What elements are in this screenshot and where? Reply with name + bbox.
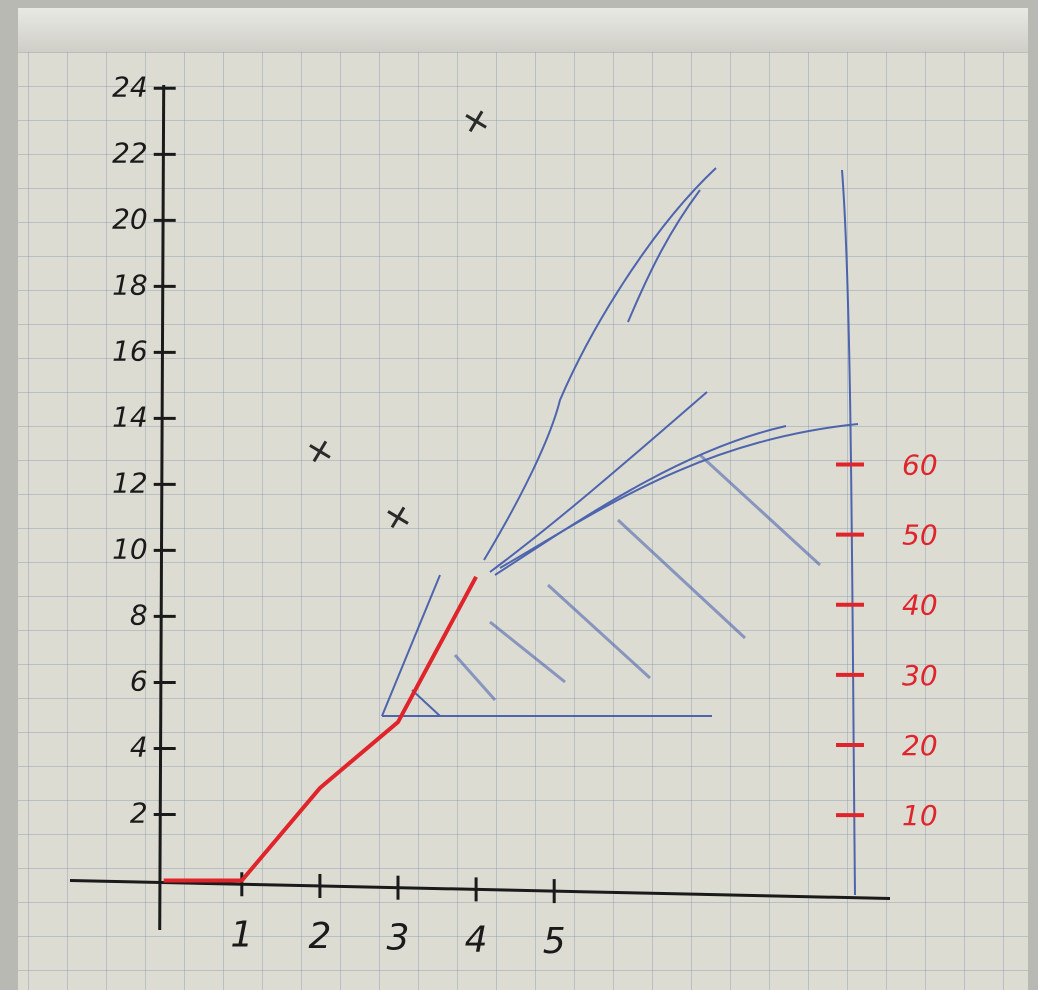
y-tick-label: 24 [112,70,148,103]
data-line [163,575,478,883]
blue-sketch [381,167,859,896]
y2-tick-label: 50 [902,519,938,552]
y-tick-label: 8 [130,598,148,631]
graph-paper [18,8,1028,990]
y-tick-label: 12 [112,466,148,499]
y-tick-label: 20 [112,202,148,235]
cross-marker [387,506,409,529]
y-tick-label: 22 [112,136,148,169]
x-tick-label: 4 [465,919,488,960]
x-tick-label: 1 [230,914,253,955]
y-tick-label: 18 [112,268,148,301]
cross-marker [465,110,487,133]
y-tick-label: 6 [130,664,148,697]
y-tick-label: 4 [130,730,148,763]
y2-tick-label: 30 [902,659,938,692]
y2-tick-label: 60 [902,448,938,481]
x-axis [69,878,891,900]
x-tick-label: 5 [543,921,566,962]
y-tick-label: 2 [130,796,148,829]
y2-tick-label: 20 [902,729,938,762]
y-tick-label: 14 [112,400,148,433]
x-tick-label: 3 [387,918,410,959]
paper-edge [18,8,1028,52]
x-tick-label: 2 [308,916,331,957]
y2-tick-label: 40 [902,589,938,622]
y2-tick-label: 10 [902,799,938,832]
y-axis [158,84,166,931]
y-tick-label: 10 [112,532,148,565]
y-tick-label: 16 [112,334,148,367]
cross-marker [309,440,331,463]
